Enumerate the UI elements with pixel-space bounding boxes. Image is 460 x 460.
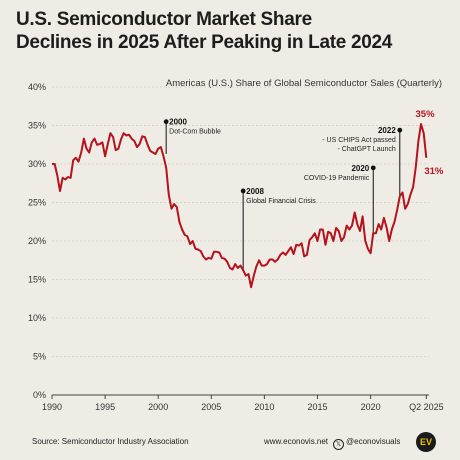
chart-subtitle: Americas (U.S.) Share of Global Semicond… [165, 78, 442, 89]
end-value-label: 31% [424, 166, 444, 177]
y-tick-label: 15% [28, 275, 46, 285]
page-title: U.S. Semiconductor Market Share Declines… [16, 8, 446, 54]
x-tick-label: 1995 [95, 402, 115, 412]
x-tick-label: 1990 [42, 402, 62, 412]
y-tick-label: 25% [28, 198, 46, 208]
annotation-dot [163, 119, 169, 125]
econovis-logo: EV [416, 432, 436, 452]
y-tick-label: 40% [28, 82, 46, 92]
annotation-dot [370, 165, 376, 171]
social-handle-text: @econovisuals [346, 437, 401, 446]
x-tick-label: 2000 [148, 402, 168, 412]
social-handle[interactable]: 𝕏 @econovisuals [333, 437, 400, 450]
x-icon: 𝕏 [333, 439, 344, 450]
annotation-dot [240, 188, 246, 194]
line-chart: 0% 5% 10% 15% 20% 25% 30% 35% 40% 1990 1995 2000 200… [28, 82, 444, 412]
annotation-text: COVID-19 Pandemic [304, 175, 370, 182]
annotation-year: 2008 [246, 187, 264, 196]
y-tick-label: 35% [28, 121, 46, 131]
y-tick-label: 30% [28, 159, 46, 169]
y-tick-label: 10% [28, 313, 46, 323]
x-tick-label: 2020 [361, 402, 381, 412]
x-tick-label: 2010 [254, 402, 274, 412]
y-tick-label: 5% [33, 352, 46, 362]
end-value-label: 35% [416, 109, 436, 120]
website-link[interactable]: www.econovis.net [264, 437, 329, 446]
annotation-year: 2000 [169, 118, 187, 127]
annotation-dot [397, 127, 403, 133]
annotation-year: 2022 [378, 126, 396, 135]
y-tick-label: 20% [28, 236, 46, 246]
annotation-text: Global Financial Crisis [246, 198, 316, 205]
annotation-text: - ChatGPT Launch [338, 146, 396, 153]
title-line-2: Declines in 2025 After Peaking in Late 2… [16, 32, 393, 53]
annotation-text: Dot-Com Bubble [169, 129, 221, 136]
series-line [52, 123, 428, 289]
x-tick-label: 2015 [307, 402, 327, 412]
x-tick-label: 2005 [201, 402, 221, 412]
footer: Source: Semiconductor Industry Associati… [0, 432, 460, 458]
y-tick-label: 0% [33, 390, 46, 400]
title-line-1: U.S. Semiconductor Market Share [16, 9, 312, 30]
x-tick-label: Q2 2025 [409, 402, 444, 412]
annotation-year: 2020 [351, 164, 369, 173]
annotation-text: - US CHIPS Act passed [322, 137, 396, 144]
source-text: Source: Semiconductor Industry Associati… [32, 437, 189, 446]
